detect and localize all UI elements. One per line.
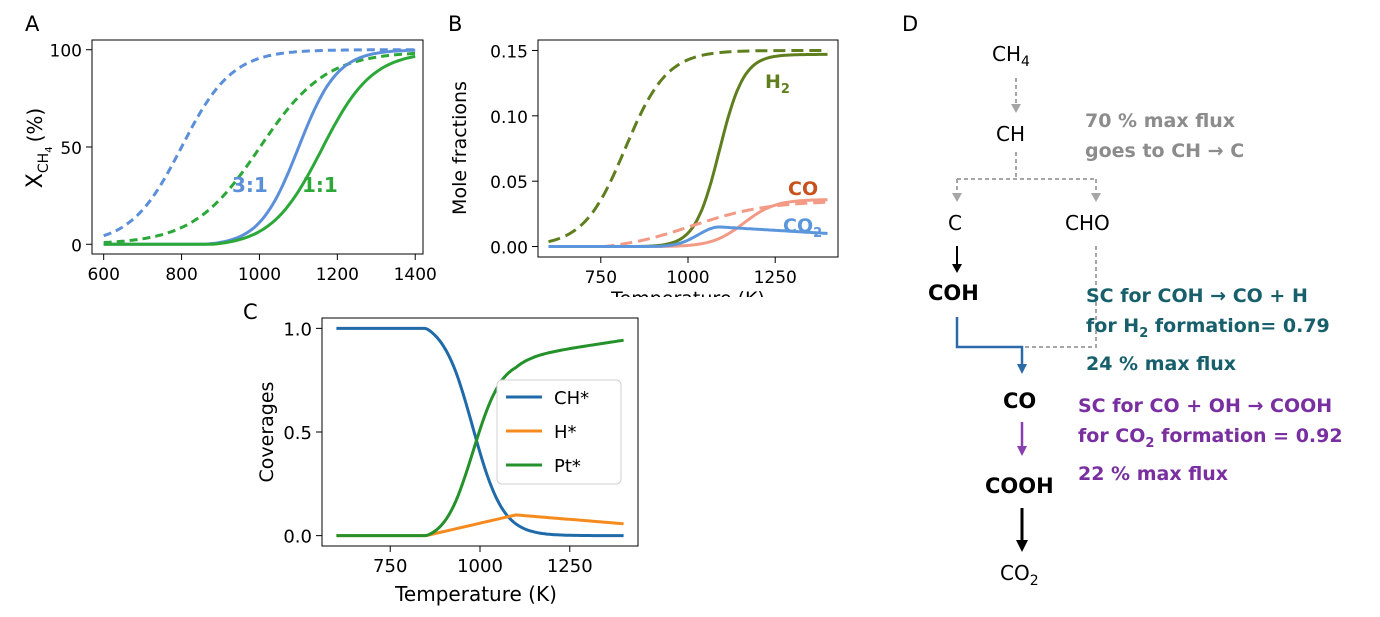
note-teal: SC for COH → CO + H for H2 formation= 0.… — [1086, 281, 1330, 379]
note-gray-line1: 70 % max flux — [1085, 110, 1236, 132]
chart-c-legend: CH* H* Pt* — [496, 379, 622, 485]
chart-a-series-3-1-dashed — [103, 48, 416, 238]
chart-b-series-h2-dashed — [548, 49, 828, 244]
note-gray: 70 % max flux goes to CH → C — [1085, 106, 1244, 166]
chart-c-ytick-label: 0.0 — [283, 527, 312, 548]
chart-a-ylabel: XCH4 (%) — [23, 108, 55, 188]
note-purple-line1: SC for CO + OH → COOH — [1078, 395, 1333, 417]
chart-b: 750 1000 1250 0.00 0.05 0.10 0.15 H2 CO CO2 Mo… — [449, 39, 839, 310]
chart-c-series-h — [336, 513, 624, 538]
chart-a-annotation-3-1: 3:1 — [232, 173, 268, 197]
chart-a-ylabel-sub: CH — [36, 153, 52, 173]
chart-a-xtick-label: 600 — [87, 265, 119, 285]
arrowhead-ch-c — [952, 193, 962, 202]
note-purple-line2: for CO2 formation = 0.92 — [1078, 425, 1343, 451]
node-coh: COH — [928, 281, 979, 305]
chart-b-label-h2: H2 — [765, 71, 790, 97]
chart-b-xtick-label: 750 — [585, 268, 617, 288]
chart-b-ytick-label: 0.10 — [490, 108, 528, 128]
chart-c-series-pt — [336, 338, 624, 538]
chart-b-ytick-label: 0.05 — [490, 173, 528, 193]
edge-coh-co — [955, 317, 1024, 366]
chart-b-ytick-label: 0.00 — [490, 239, 528, 259]
chart-c-xtick-label: 750 — [373, 556, 407, 577]
chart-b-label-co2: CO2 — [783, 215, 822, 241]
chart-a-xtick-label: 1400 — [394, 265, 437, 285]
chart-b-xtick-label: 1250 — [754, 268, 797, 288]
panel-letter-c: C — [243, 300, 258, 324]
chart-a: 600 800 1000 1200 1400 0 50 100 3:1 1:1 XCH4 (%) — [23, 39, 437, 285]
chart-c-ylabel: Coverages — [256, 382, 278, 483]
chart-a-ylabel-x: X — [23, 173, 48, 188]
chart-c-xlabel: Temperature (K) — [394, 582, 557, 606]
arrowhead-c-coh — [952, 264, 962, 273]
legend-label-ch: CH* — [554, 388, 589, 409]
chart-c-ytick-label: 1.0 — [283, 319, 312, 340]
node-ch: CH — [996, 122, 1026, 146]
arrowhead-ch4-ch — [1011, 104, 1021, 113]
arrowhead-co-cooh — [1017, 446, 1027, 456]
chart-c-ytick-label: 0.5 — [283, 423, 312, 444]
note-teal-line1: SC for COH → CO + H — [1086, 285, 1308, 307]
chart-b-xlabel: Temperature (K) — [610, 288, 765, 310]
chart-b-ylabel: Mole fractions — [449, 81, 471, 215]
chart-b-ytick-label: 0.15 — [490, 42, 528, 62]
chart-b-label-co: CO — [788, 178, 818, 200]
chart-a-ytick-label: 100 — [50, 42, 82, 62]
chart-a-annotation-1-1: 1:1 — [302, 173, 338, 197]
chart-a-frame — [91, 39, 424, 255]
note-gray-line2: goes to CH → C — [1085, 140, 1245, 162]
arrowhead-coh-co — [1017, 364, 1027, 374]
note-teal-line3: 24 % max flux — [1086, 352, 1237, 375]
chart-b-series-co2-solid — [548, 225, 828, 248]
chart-a-xtick-label: 800 — [165, 265, 197, 285]
node-ch4: CH4 — [992, 42, 1030, 70]
chart-a-ylabel-unit: (%) — [23, 108, 47, 143]
note-purple: SC for CO + OH → COOH for CO2 formation … — [1078, 391, 1343, 489]
reaction-diagram — [952, 78, 1101, 552]
svg-text:XCH4(%): XCH4 (%) — [23, 108, 55, 188]
panel-letter-d: D — [902, 12, 919, 36]
chart-a-xtick-label: 1200 — [316, 265, 359, 285]
chart-a-series-1-1-dashed — [103, 51, 416, 244]
chart-a-xtick-label: 1000 — [238, 265, 281, 285]
arrowhead-ch-cho — [1091, 193, 1101, 202]
chart-a-ytick-label: 50 — [60, 139, 82, 159]
chart-a-ylabel-subsub: 4 — [44, 146, 55, 152]
node-cooh: COOH — [985, 474, 1054, 498]
chart-c-xtick-label: 1000 — [457, 556, 503, 577]
legend-label-h: H* — [554, 422, 577, 443]
legend-label-pt: Pt* — [554, 456, 581, 477]
node-c: C — [948, 211, 962, 235]
chart-c-xtick-label: 1250 — [547, 556, 593, 577]
panel-letter-a: A — [25, 12, 40, 36]
node-cho: CHO — [1065, 211, 1110, 235]
chart-b-xtick-label: 1000 — [666, 268, 709, 288]
edge-cho-co — [1024, 246, 1097, 348]
arrowhead-cooh-co2 — [1016, 540, 1028, 552]
chart-a-series-1-1-solid — [103, 54, 416, 246]
panel-letter-b: B — [448, 12, 463, 36]
note-purple-line3: 22 % max flux — [1078, 462, 1229, 485]
chart-c: 750 1000 1250 0.0 0.5 1.0 Coverages Temperatu… — [256, 317, 639, 606]
note-teal-line2: for H2 formation= 0.79 — [1086, 315, 1330, 341]
node-co2: CO2 — [1000, 561, 1039, 589]
node-co: CO — [1003, 389, 1037, 413]
chart-c-legend-box — [496, 379, 622, 485]
chart-a-ytick-label: 0 — [71, 236, 82, 256]
chart-c-series-ch — [336, 326, 624, 538]
